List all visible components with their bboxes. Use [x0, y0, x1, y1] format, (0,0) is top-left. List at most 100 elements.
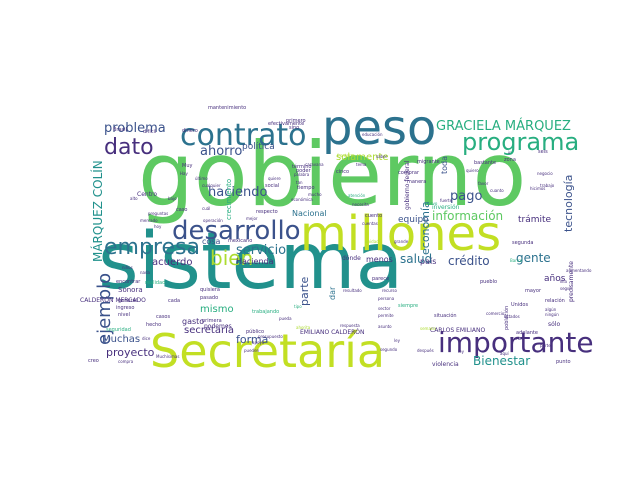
word-ultimo: último — [195, 176, 208, 181]
word-comercio: comercio — [486, 311, 505, 316]
word-adelante: adelante — [516, 330, 538, 336]
word-politica: política — [242, 142, 275, 152]
word-vamos: vamos — [510, 336, 523, 341]
word-siempre: siempre — [398, 303, 418, 309]
word-sector: sector — [378, 306, 391, 311]
word-mayor: mayor — [525, 288, 542, 294]
word-gasto: gasto — [182, 317, 204, 326]
word-segundo: segundo — [380, 347, 398, 352]
word-hay: Hay — [180, 171, 188, 176]
word-tiempo: tiempo — [297, 185, 315, 191]
word-general: general — [118, 298, 137, 304]
word-migrante: migrante — [417, 159, 440, 165]
word-educacion: educación — [362, 132, 383, 137]
word-dar: dar — [328, 286, 337, 300]
word-bien: bien — [210, 246, 253, 270]
word-punto: punto — [556, 359, 571, 365]
word-sonora: Sonora — [118, 286, 143, 294]
word-ninos: niños — [122, 265, 133, 270]
word-tan: tan — [296, 180, 303, 185]
word-problema: problema — [104, 121, 166, 136]
word-ningun: ningún — [545, 312, 559, 317]
word-compra: compra — [118, 359, 134, 364]
word-peso: peso — [322, 100, 436, 156]
word-solo: sólo — [548, 321, 560, 328]
word-tecnologia: tecnología — [562, 175, 575, 232]
word-asunto: asunto — [378, 324, 392, 329]
word-hoy: hoy — [154, 224, 162, 229]
word-seguridad: seguridad — [106, 327, 131, 333]
word-equipo: equipo — [398, 215, 429, 225]
word-trabajando: trabajando — [252, 309, 279, 315]
word-respecto: respecto — [256, 209, 278, 215]
word-caravana: caravana — [305, 162, 324, 167]
word-menos: menos — [366, 255, 393, 264]
word-ahorro: ahorro — [200, 144, 242, 159]
word-calderon-mercado: CALDERÓN MERCADO — [80, 297, 146, 304]
word-grande: grande — [394, 239, 409, 244]
word-seguir: seguir — [560, 286, 573, 291]
word-primera: primera — [202, 318, 222, 324]
word-persona: persona — [378, 296, 395, 301]
word-informacion: información — [432, 209, 503, 223]
word-brasil: Brasil — [113, 127, 127, 133]
word-parece: parece — [372, 276, 389, 282]
word-hacienda: Hacienda — [236, 257, 274, 266]
word-pueblo: pueblo — [480, 279, 497, 285]
word-violencia: violencia — [432, 361, 459, 368]
word-recurso: recurso — [382, 288, 397, 293]
word-parte: parte — [540, 343, 551, 348]
word-dato: dato — [104, 135, 154, 160]
word-fuerte: fuerte — [440, 198, 453, 203]
word-pago: pago — [450, 189, 482, 204]
word-manera: manera — [407, 179, 426, 185]
word-cuento: cuento — [365, 213, 382, 219]
word-dinero: dinero — [182, 128, 198, 134]
word-emiliano-calderon: EMILIANO CALDERÓN — [300, 329, 365, 336]
word-resultado: resultado — [343, 288, 362, 293]
word-aqui: aquí — [500, 351, 510, 356]
word-tipo: tipo — [294, 304, 302, 309]
word-tema: tema — [356, 162, 367, 167]
word-nuevo: nuevo — [425, 201, 438, 206]
word-nada: nada — [140, 270, 151, 275]
word-poblacion: población — [503, 306, 510, 330]
word-parte: parte — [298, 276, 311, 306]
word-graciela-marquez: GRACIELA MÁRQUEZ — [436, 118, 571, 134]
word-situacion: situación — [434, 312, 457, 319]
word-programa: programa — [462, 128, 579, 156]
word-cualquier: cualquier — [202, 183, 221, 188]
word-pueden: pueden — [244, 348, 260, 353]
word-banco: Banco — [510, 258, 523, 263]
word-marquez-colin: MÁRQUEZ COLÍN — [90, 160, 105, 262]
word-cual: cuál — [202, 206, 210, 211]
word-mejor: mejor — [246, 216, 258, 221]
word-negocio: negocio — [537, 171, 553, 176]
word-ahorita: ahorita — [296, 325, 311, 330]
word-saber: saber — [376, 154, 388, 159]
word-muchisimas: Muchísimas — [156, 354, 179, 359]
word-cosa: cosa — [202, 237, 220, 246]
word-servicio: servicio — [236, 243, 286, 258]
word-bastante: bastante — [474, 160, 496, 166]
word-lilia: lilia — [560, 279, 567, 284]
word-relacion: relación — [545, 297, 565, 304]
word-bajo: bajo — [168, 196, 177, 201]
word-desarrollo: desarrollo — [172, 216, 301, 246]
word-secretaria: Secretaría — [150, 324, 385, 378]
word-hicimos: hicimos — [530, 186, 545, 191]
word-mismo: mismo — [200, 304, 234, 315]
word-ley: ley — [394, 338, 401, 343]
word-caso: caso — [176, 207, 187, 213]
word-pueda: pueda — [279, 316, 292, 321]
word-unidos: Unidos — [511, 302, 528, 308]
word-mexicano: mexicano — [228, 238, 252, 244]
word-favor: favor — [478, 181, 489, 186]
word-hecho: hecho — [146, 322, 161, 328]
word-empresa: empresa — [104, 235, 200, 260]
word-tramite: trámite — [518, 215, 552, 225]
word-proyecto: proyecto — [106, 346, 155, 359]
word-palabra: palabra — [294, 172, 310, 177]
word-ingreso: ingreso — [116, 305, 134, 311]
